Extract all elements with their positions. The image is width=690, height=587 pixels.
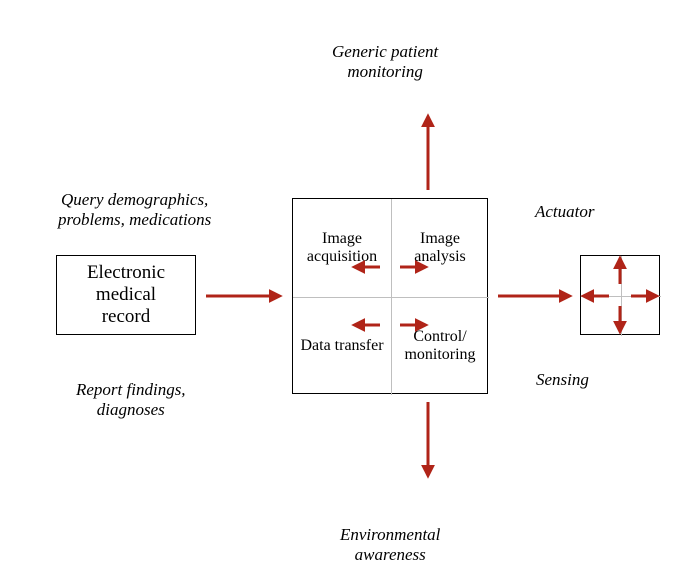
note-query: Query demographics,problems, medications <box>58 190 211 229</box>
target-divider-horizontal <box>581 296 661 297</box>
note-sensing: Sensing <box>536 370 589 390</box>
diagram-stage: Electronicmedicalrecord Imageacquisition… <box>0 0 690 587</box>
note-env: Environmentalawareness <box>340 525 440 564</box>
controller-label-br: Control/monitoring <box>391 297 489 395</box>
note-actuator: Actuator <box>535 202 595 222</box>
box-emr-label: Electronicmedicalrecord <box>87 262 165 328</box>
box-controller: Imageacquisition Imageanalysis Data tran… <box>292 198 488 394</box>
controller-label-tl: Imageacquisition <box>293 199 391 297</box>
controller-label-bl: Data transfer <box>293 297 391 395</box>
note-report: Report findings,diagnoses <box>76 380 186 419</box>
controller-label-tr: Imageanalysis <box>391 199 489 297</box>
box-emr: Electronicmedicalrecord <box>56 255 196 335</box>
note-patient: Generic patientmonitoring <box>332 42 438 81</box>
box-target <box>580 255 660 335</box>
